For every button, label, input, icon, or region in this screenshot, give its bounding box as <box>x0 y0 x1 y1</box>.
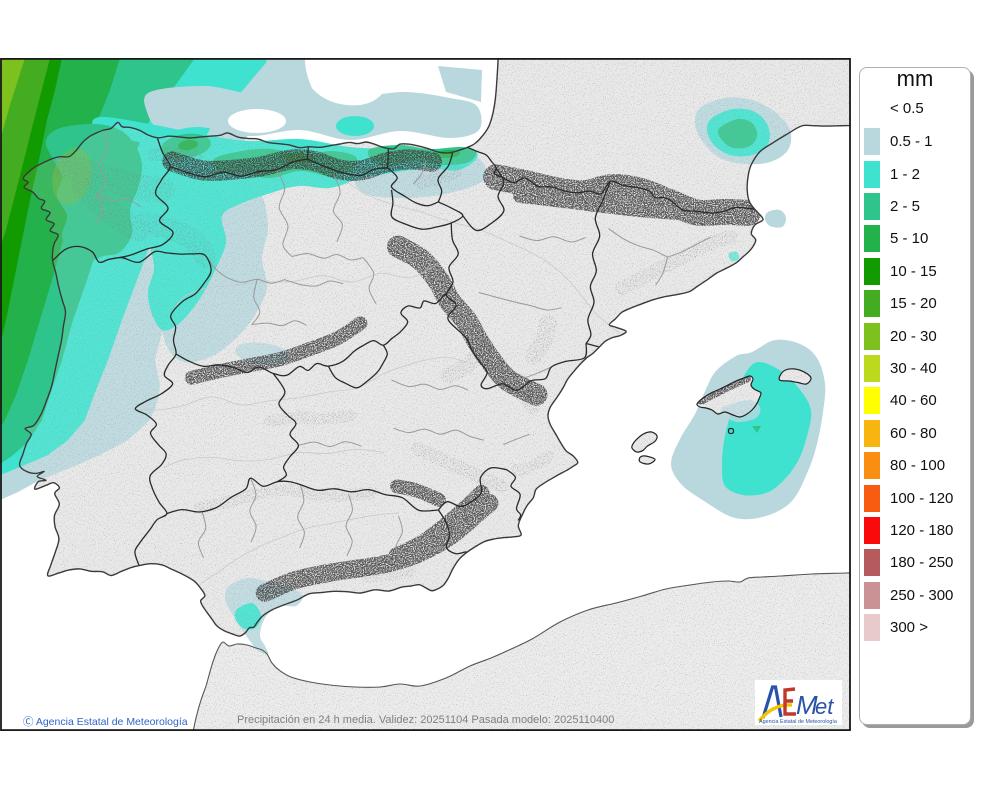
svg-text:Agencia Estatal de Meteorologí: Agencia Estatal de Meteorología <box>759 719 837 725</box>
svg-text:et: et <box>815 694 834 719</box>
svg-text:M: M <box>796 690 818 720</box>
